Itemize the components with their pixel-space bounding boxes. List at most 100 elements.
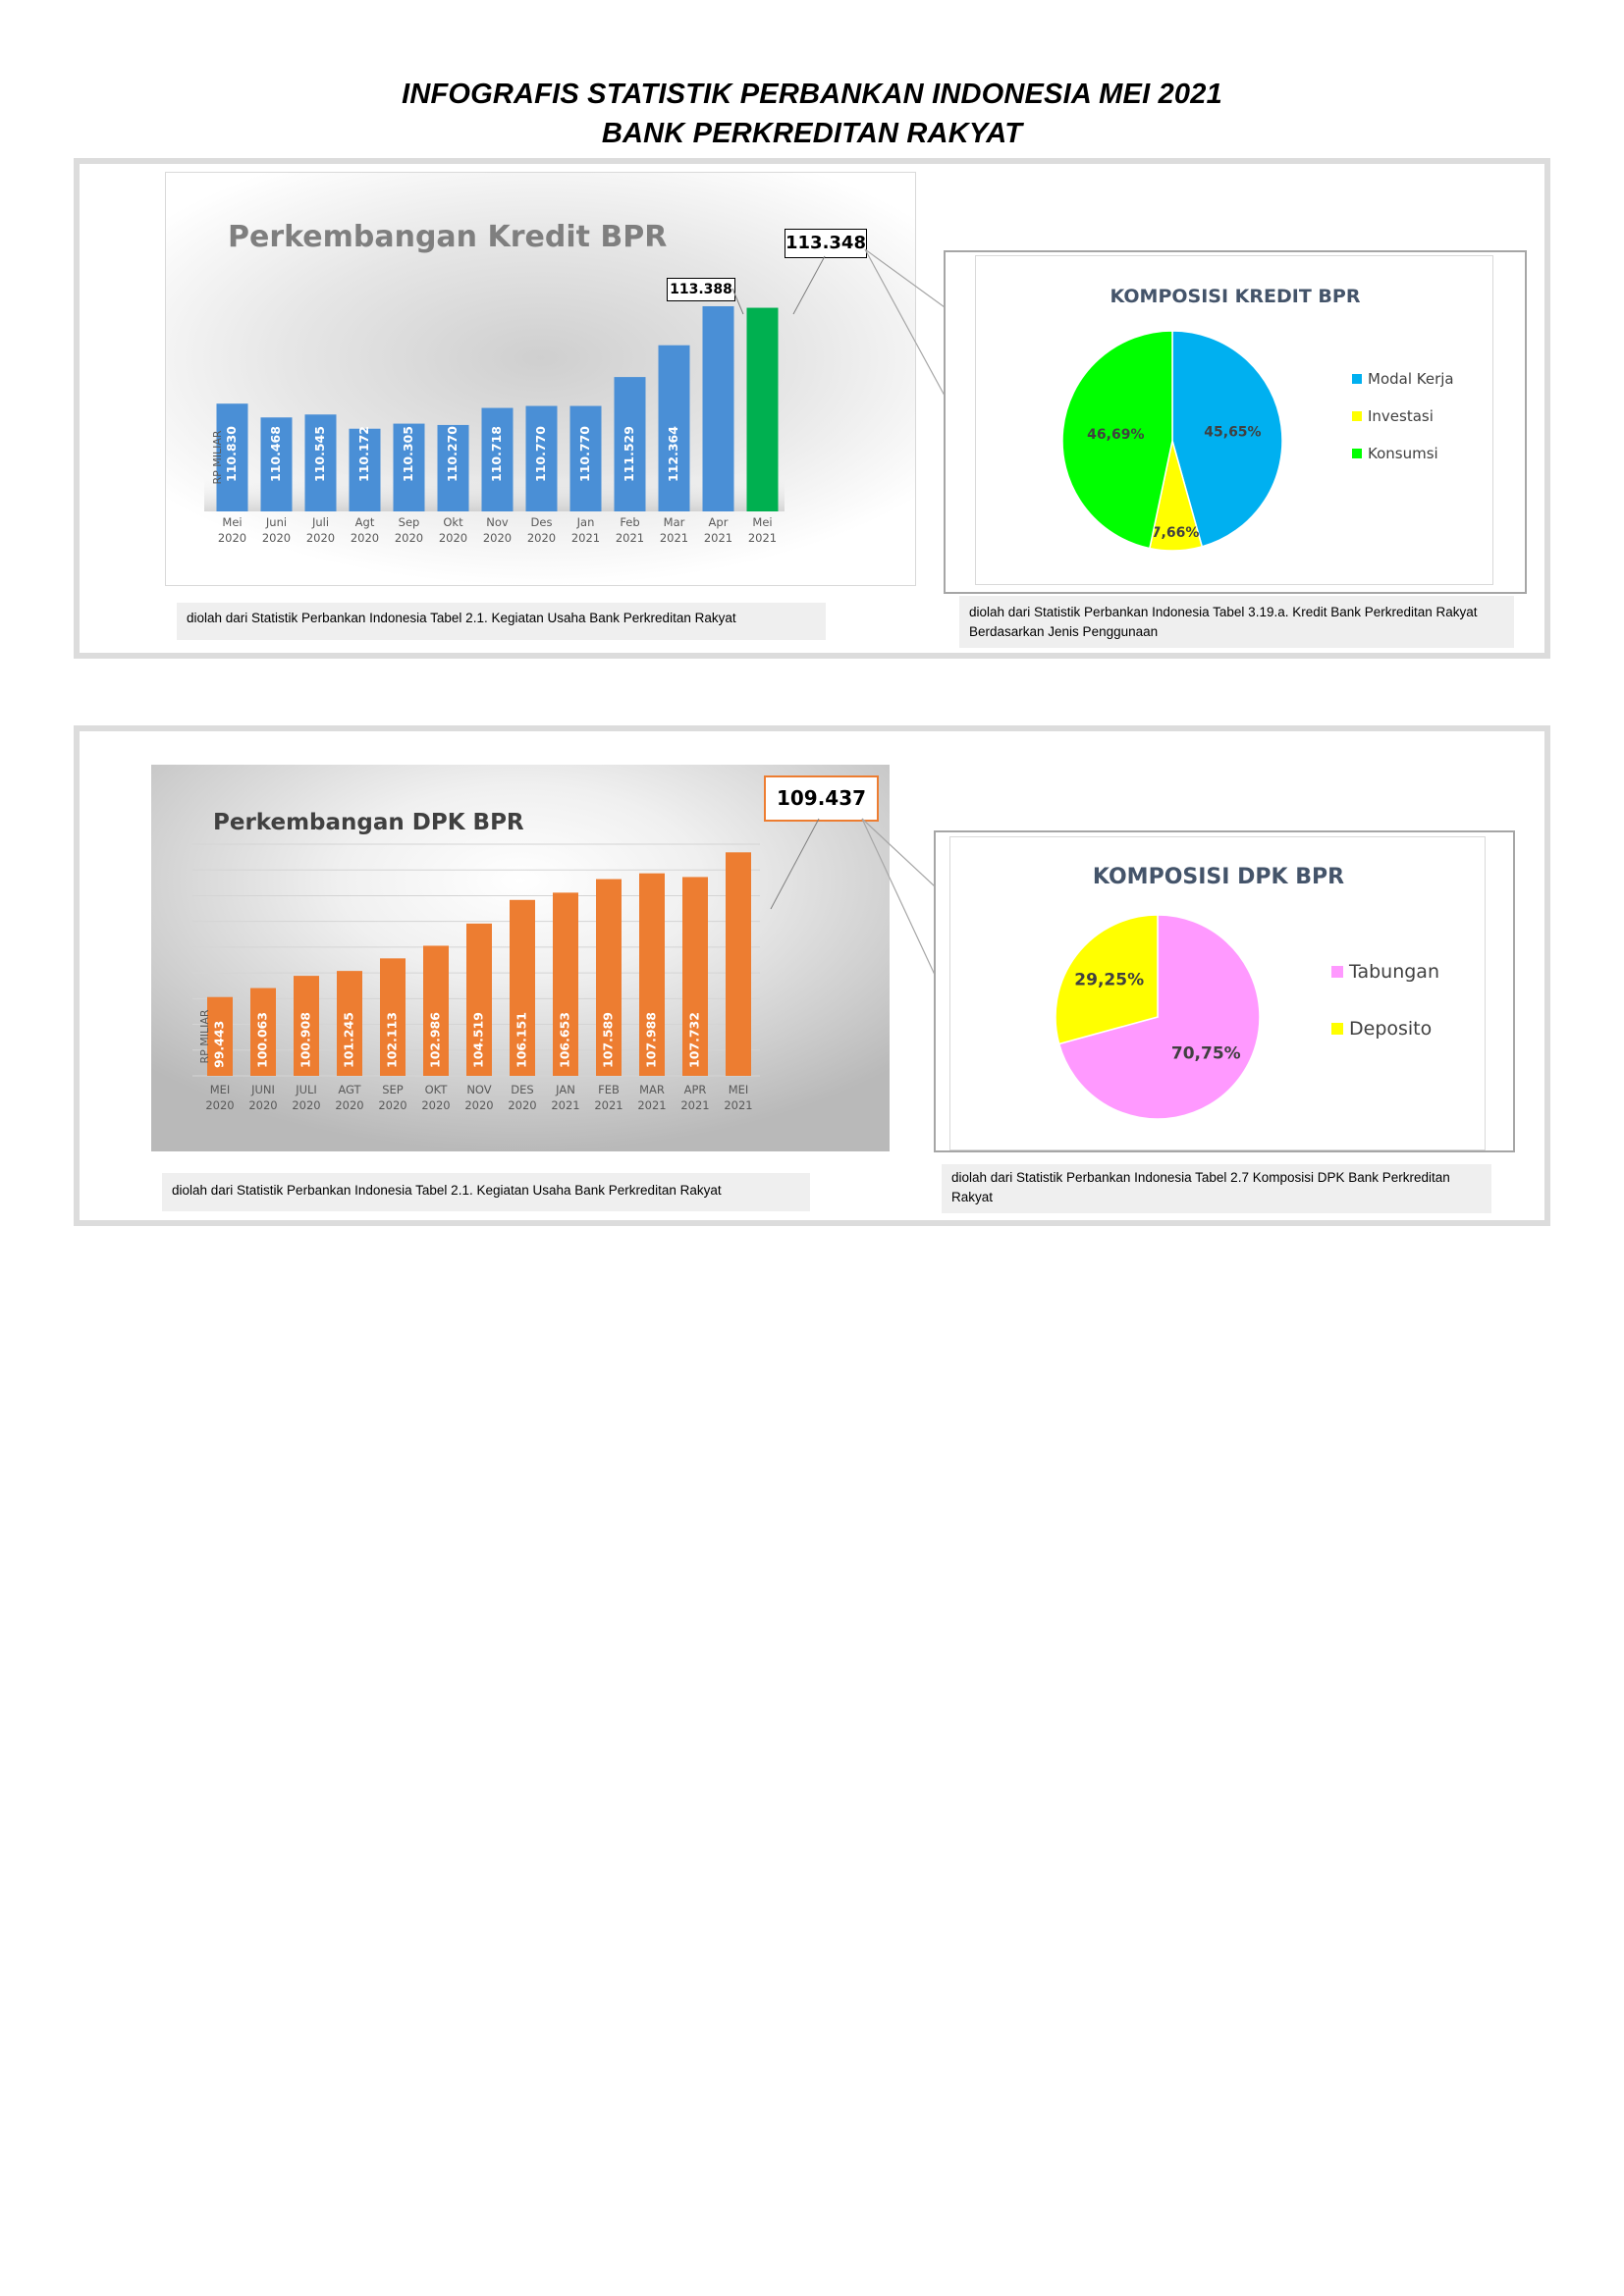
x-tick-label: 2021 (748, 531, 777, 545)
x-tick-label: Mar (664, 515, 685, 529)
bar (423, 945, 449, 1076)
legend-item: Tabungan (1331, 961, 1439, 983)
pie-slice-label: 45,65% (1204, 425, 1261, 441)
pie-slice-label: 7,66% (1152, 525, 1200, 541)
bar-value-label: 102.113 (385, 1012, 400, 1068)
legend-label: Deposito (1349, 1018, 1433, 1040)
kredit-callout-apr: 113.388 (667, 278, 735, 301)
legend-swatch (1352, 374, 1362, 384)
x-tick-label: 2020 (527, 531, 556, 545)
x-tick-label: 2020 (351, 531, 379, 545)
kredit-callout-mei: 113.348 (785, 229, 867, 258)
bar-value-label: 110.770 (577, 426, 592, 482)
kredit-pie-legend: Modal Kerja Investasi Konsumsi (1352, 370, 1454, 482)
x-tick-label: 2020 (483, 531, 512, 545)
legend-swatch (1331, 966, 1343, 978)
dpk-bar-chart: 99.443 MEI 2020 100.063 JUNI 2020 100.908 JULI 2… (192, 843, 760, 1112)
legend-label: Tabungan (1349, 961, 1439, 983)
x-tick-label: Agt (355, 515, 375, 529)
x-tick-label: SEP (382, 1083, 404, 1096)
bar-value-label: 111.529 (622, 426, 636, 482)
x-tick-label: 2020 (421, 1098, 450, 1112)
kredit-bar-chart: 110.830 Mei 2020 110.468 Juni 2020 110.545 Juli… (204, 305, 785, 545)
x-tick-label: JUNI (250, 1083, 275, 1096)
bar (393, 423, 425, 511)
legend-swatch (1331, 1023, 1343, 1035)
bar (437, 424, 469, 511)
bar (639, 873, 665, 1076)
x-tick-label: 2020 (248, 1098, 277, 1112)
bar (702, 305, 734, 511)
bar (207, 996, 233, 1076)
x-tick-label: Jan (576, 515, 595, 529)
x-tick-label: MEI (210, 1083, 231, 1096)
y-axis-label: RP MILIAR (211, 430, 224, 484)
bar (658, 345, 690, 511)
x-tick-label: 2020 (306, 531, 335, 545)
bar-value-label: 106.151 (514, 1012, 529, 1068)
bar (614, 377, 646, 511)
kredit-chart-title: Perkembangan Kredit BPR (228, 220, 668, 254)
kredit-pie-source-note: diolah dari Statistik Perbankan Indonesi… (959, 596, 1514, 648)
x-tick-label: Okt (443, 515, 463, 529)
x-tick-label: OKT (425, 1083, 449, 1096)
dpk-pie-source-note: diolah dari Statistik Perbankan Indonesi… (942, 1164, 1491, 1213)
bar (481, 407, 514, 511)
y-axis-label: RP MILIAR (198, 1009, 211, 1063)
pie-slice (1171, 330, 1283, 548)
x-tick-label: 2021 (680, 1098, 709, 1112)
x-tick-label: 2020 (464, 1098, 493, 1112)
x-tick-label: JULI (295, 1083, 317, 1096)
x-tick-label: 2020 (335, 1098, 363, 1112)
x-tick-label: 2020 (205, 1098, 234, 1112)
dpk-source-note: diolah dari Statistik Perbankan Indonesi… (162, 1173, 810, 1211)
pie-slice (1057, 914, 1261, 1120)
bar-value-label: 100.908 (298, 1012, 313, 1068)
x-tick-label: 2020 (218, 531, 246, 545)
bar (525, 405, 558, 511)
pie-slice-label: 46,69% (1087, 427, 1144, 443)
bar-value-label: 102.986 (428, 1012, 443, 1068)
x-tick-label: FEB (598, 1083, 620, 1096)
x-tick-label: 2021 (660, 531, 688, 545)
dpk-pie-legend: Tabungan Deposito (1331, 961, 1439, 1075)
x-tick-label: 2021 (551, 1098, 579, 1112)
legend-swatch (1352, 411, 1362, 421)
x-tick-label: 2020 (262, 531, 291, 545)
dpk-chart-card: Perkembangan DPK BPR 99.443 MEI 2020 100.06… (151, 765, 890, 1151)
bar-value-label: 107.589 (601, 1012, 616, 1068)
bar (260, 417, 293, 511)
x-tick-label: Mei (222, 515, 242, 529)
x-tick-label: 2020 (439, 531, 467, 545)
legend-swatch (1352, 449, 1362, 458)
kredit-pie-chart: 45,65% 7,66% 46,69% (1061, 330, 1283, 552)
bar-value-label: 110.305 (401, 426, 415, 482)
bar (510, 899, 535, 1076)
bar (682, 877, 708, 1076)
x-tick-label: Juli (311, 515, 329, 529)
x-tick-label: Apr (709, 515, 729, 529)
bar (216, 403, 248, 511)
bar-value-label: 110.770 (533, 426, 548, 482)
kredit-pie-card: KOMPOSISI KREDIT BPR 45,65% 7,66% 46,69% M… (975, 255, 1493, 585)
bar (337, 971, 362, 1076)
x-tick-label: AGT (338, 1083, 361, 1096)
bar-value-label: 110.270 (445, 426, 460, 482)
kredit-chart-card: Perkembangan Kredit BPR 110.830 Mei 2020 11… (165, 172, 916, 586)
x-tick-label: 2021 (704, 531, 732, 545)
x-tick-label: Sep (399, 515, 420, 529)
bar-value-label: 110.830 (224, 426, 239, 482)
bar (746, 307, 779, 511)
x-tick-label: Mei (752, 515, 772, 529)
x-tick-label: 2020 (508, 1098, 536, 1112)
x-tick-label: JAN (555, 1083, 575, 1096)
bar-value-label: 110.718 (489, 426, 504, 482)
bar (250, 988, 276, 1076)
bar-value-label: 100.063 (255, 1012, 270, 1068)
x-tick-label: 2020 (292, 1098, 320, 1112)
x-tick-label: MEI (729, 1083, 749, 1096)
legend-label: Investasi (1368, 407, 1434, 425)
bar-value-label: 112.364 (666, 426, 680, 482)
x-tick-label: 2021 (637, 1098, 666, 1112)
x-tick-label: 2021 (724, 1098, 752, 1112)
